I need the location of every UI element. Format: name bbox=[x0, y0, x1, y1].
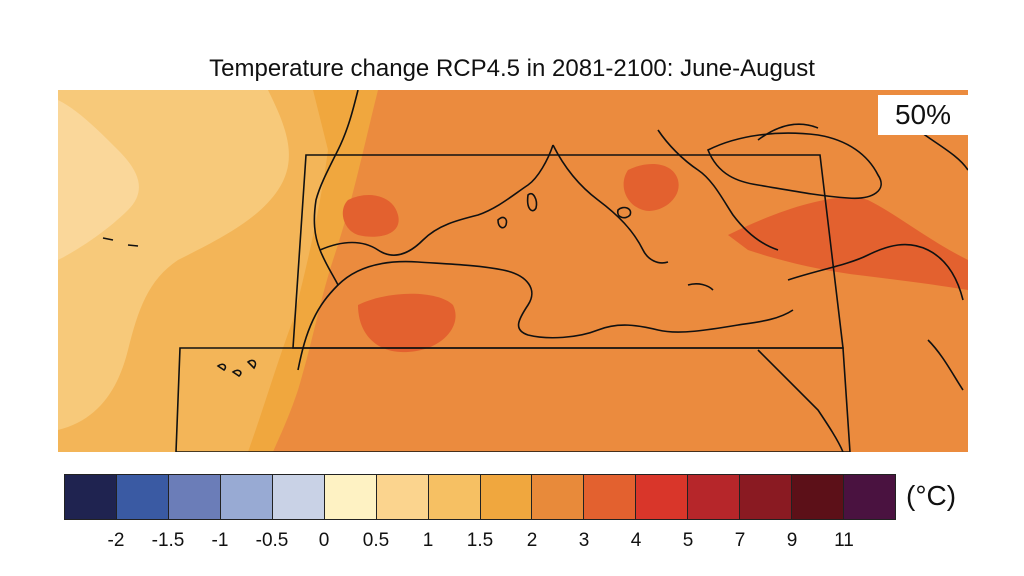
colorbar-cell bbox=[636, 475, 689, 519]
colorbar-tick-label: 7 bbox=[734, 530, 746, 551]
region-box-sahara bbox=[175, 347, 851, 452]
colorbar-cell bbox=[324, 475, 377, 519]
colorbar bbox=[64, 474, 896, 520]
colorbar-tick-label: 4 bbox=[630, 530, 642, 551]
colorbar-tick-label: -1 bbox=[211, 530, 229, 551]
colorbar-tick-label: -0.5 bbox=[255, 530, 289, 551]
colorbar-cell bbox=[480, 475, 533, 519]
colorbar-cell bbox=[220, 475, 273, 519]
colorbar-tick-label: 11 bbox=[834, 530, 854, 551]
percentile-label: 50% bbox=[878, 95, 968, 135]
temperature-change-map bbox=[58, 90, 968, 452]
colorbar-tick-label: 3 bbox=[578, 530, 590, 551]
colorbar-cell bbox=[428, 475, 481, 519]
colorbar-cell bbox=[272, 475, 325, 519]
colorbar-tick-label: -2 bbox=[107, 530, 125, 551]
map-zone-atlantic-cool bbox=[58, 100, 139, 260]
map-hotspot-iberia bbox=[342, 195, 399, 237]
colorbar-tick-label: -1.5 bbox=[151, 530, 185, 551]
colorbar-cell bbox=[65, 475, 117, 519]
map-hotspot-balkans bbox=[623, 164, 679, 211]
colorbar-tick-label: 9 bbox=[786, 530, 798, 551]
map-region-boxes bbox=[175, 154, 851, 452]
colorbar-cell bbox=[532, 475, 585, 519]
map-zone-coast-transition bbox=[248, 90, 378, 452]
colorbar-cell bbox=[688, 475, 741, 519]
colorbar-cell bbox=[844, 475, 895, 519]
colorbar-tick-label: 1.5 bbox=[466, 530, 494, 551]
colorbar-cell bbox=[116, 475, 169, 519]
unit-label: (°C) bbox=[906, 480, 957, 511]
chart-title: Temperature change RCP4.5 in 2081-2100: … bbox=[209, 55, 815, 82]
colorbar-cell bbox=[740, 475, 793, 519]
colorbar-tick-label: 5 bbox=[682, 530, 694, 551]
colorbar-cell bbox=[584, 475, 637, 519]
colorbar-tick-label: 2 bbox=[526, 530, 538, 551]
colorbar-cell bbox=[792, 475, 845, 519]
colorbar-tick-label: 1 bbox=[422, 530, 434, 551]
colorbar-cell bbox=[376, 475, 429, 519]
colorbar-tick-label: 0.5 bbox=[362, 530, 390, 551]
colorbar-tick-label: 0 bbox=[318, 530, 330, 551]
map-hotspot-east bbox=[728, 197, 968, 290]
colorbar-cell bbox=[168, 475, 221, 519]
map-hotspot-north-africa bbox=[358, 293, 456, 353]
